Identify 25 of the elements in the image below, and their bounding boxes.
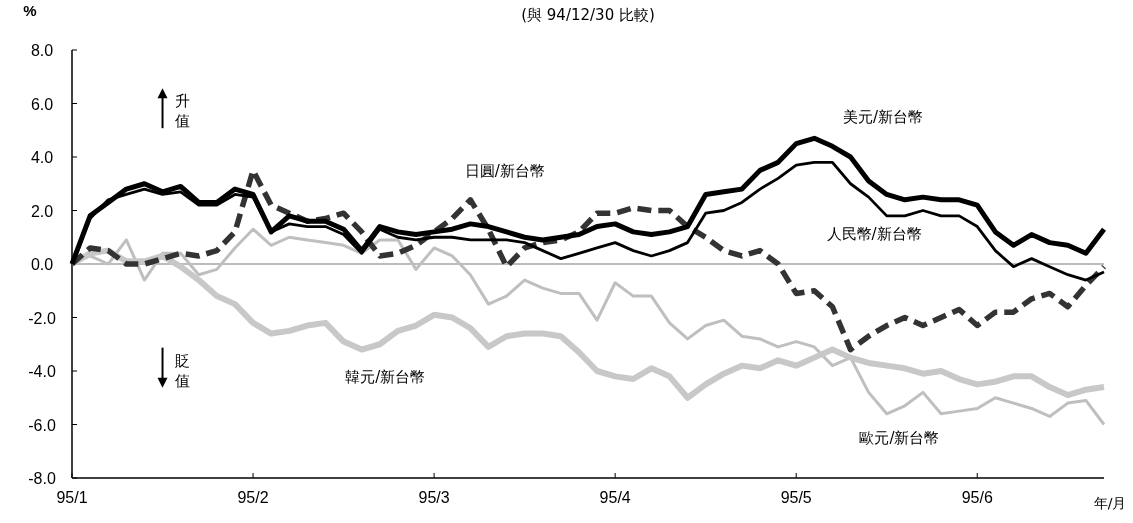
y-tick-label: -4.0 [28, 363, 56, 380]
y-tick-label: -6.0 [28, 416, 56, 434]
series-label: 人民幣/新台幣 [826, 224, 922, 243]
series-label: 美元/新台幣 [843, 108, 924, 127]
x-tick-label: 95/1 [56, 489, 88, 506]
annotation: 升值 [175, 92, 191, 131]
y-axis-title: % [23, 2, 37, 19]
y-tick-label: 6.0 [30, 95, 54, 113]
x-tick-label: 95/2 [237, 489, 269, 506]
y-tick-label: 2.0 [30, 202, 54, 220]
x-tick-label: 95/6 [961, 489, 993, 506]
chart-title: (與 94/12/30 比較) [521, 6, 655, 24]
annotation: 貶值 [175, 351, 191, 390]
series-label: 歐元/新台幣 [859, 429, 940, 448]
x-tick-label: 95/5 [780, 489, 812, 506]
x-axis-title: 年/月 [1093, 495, 1127, 511]
series-label: 日圓/新台幣 [464, 161, 545, 180]
x-tick-label: 95/4 [599, 489, 631, 506]
y-tick-label: 4.0 [30, 149, 54, 166]
x-tick-label: 95/3 [418, 489, 450, 506]
y-tick-label: 0.0 [30, 256, 54, 273]
y-tick-label: 8.0 [30, 42, 54, 59]
y-tick-label: -8.0 [28, 470, 56, 487]
series-label: 韓元/新台幣 [345, 367, 426, 386]
y-tick-label: -2.0 [28, 309, 56, 327]
